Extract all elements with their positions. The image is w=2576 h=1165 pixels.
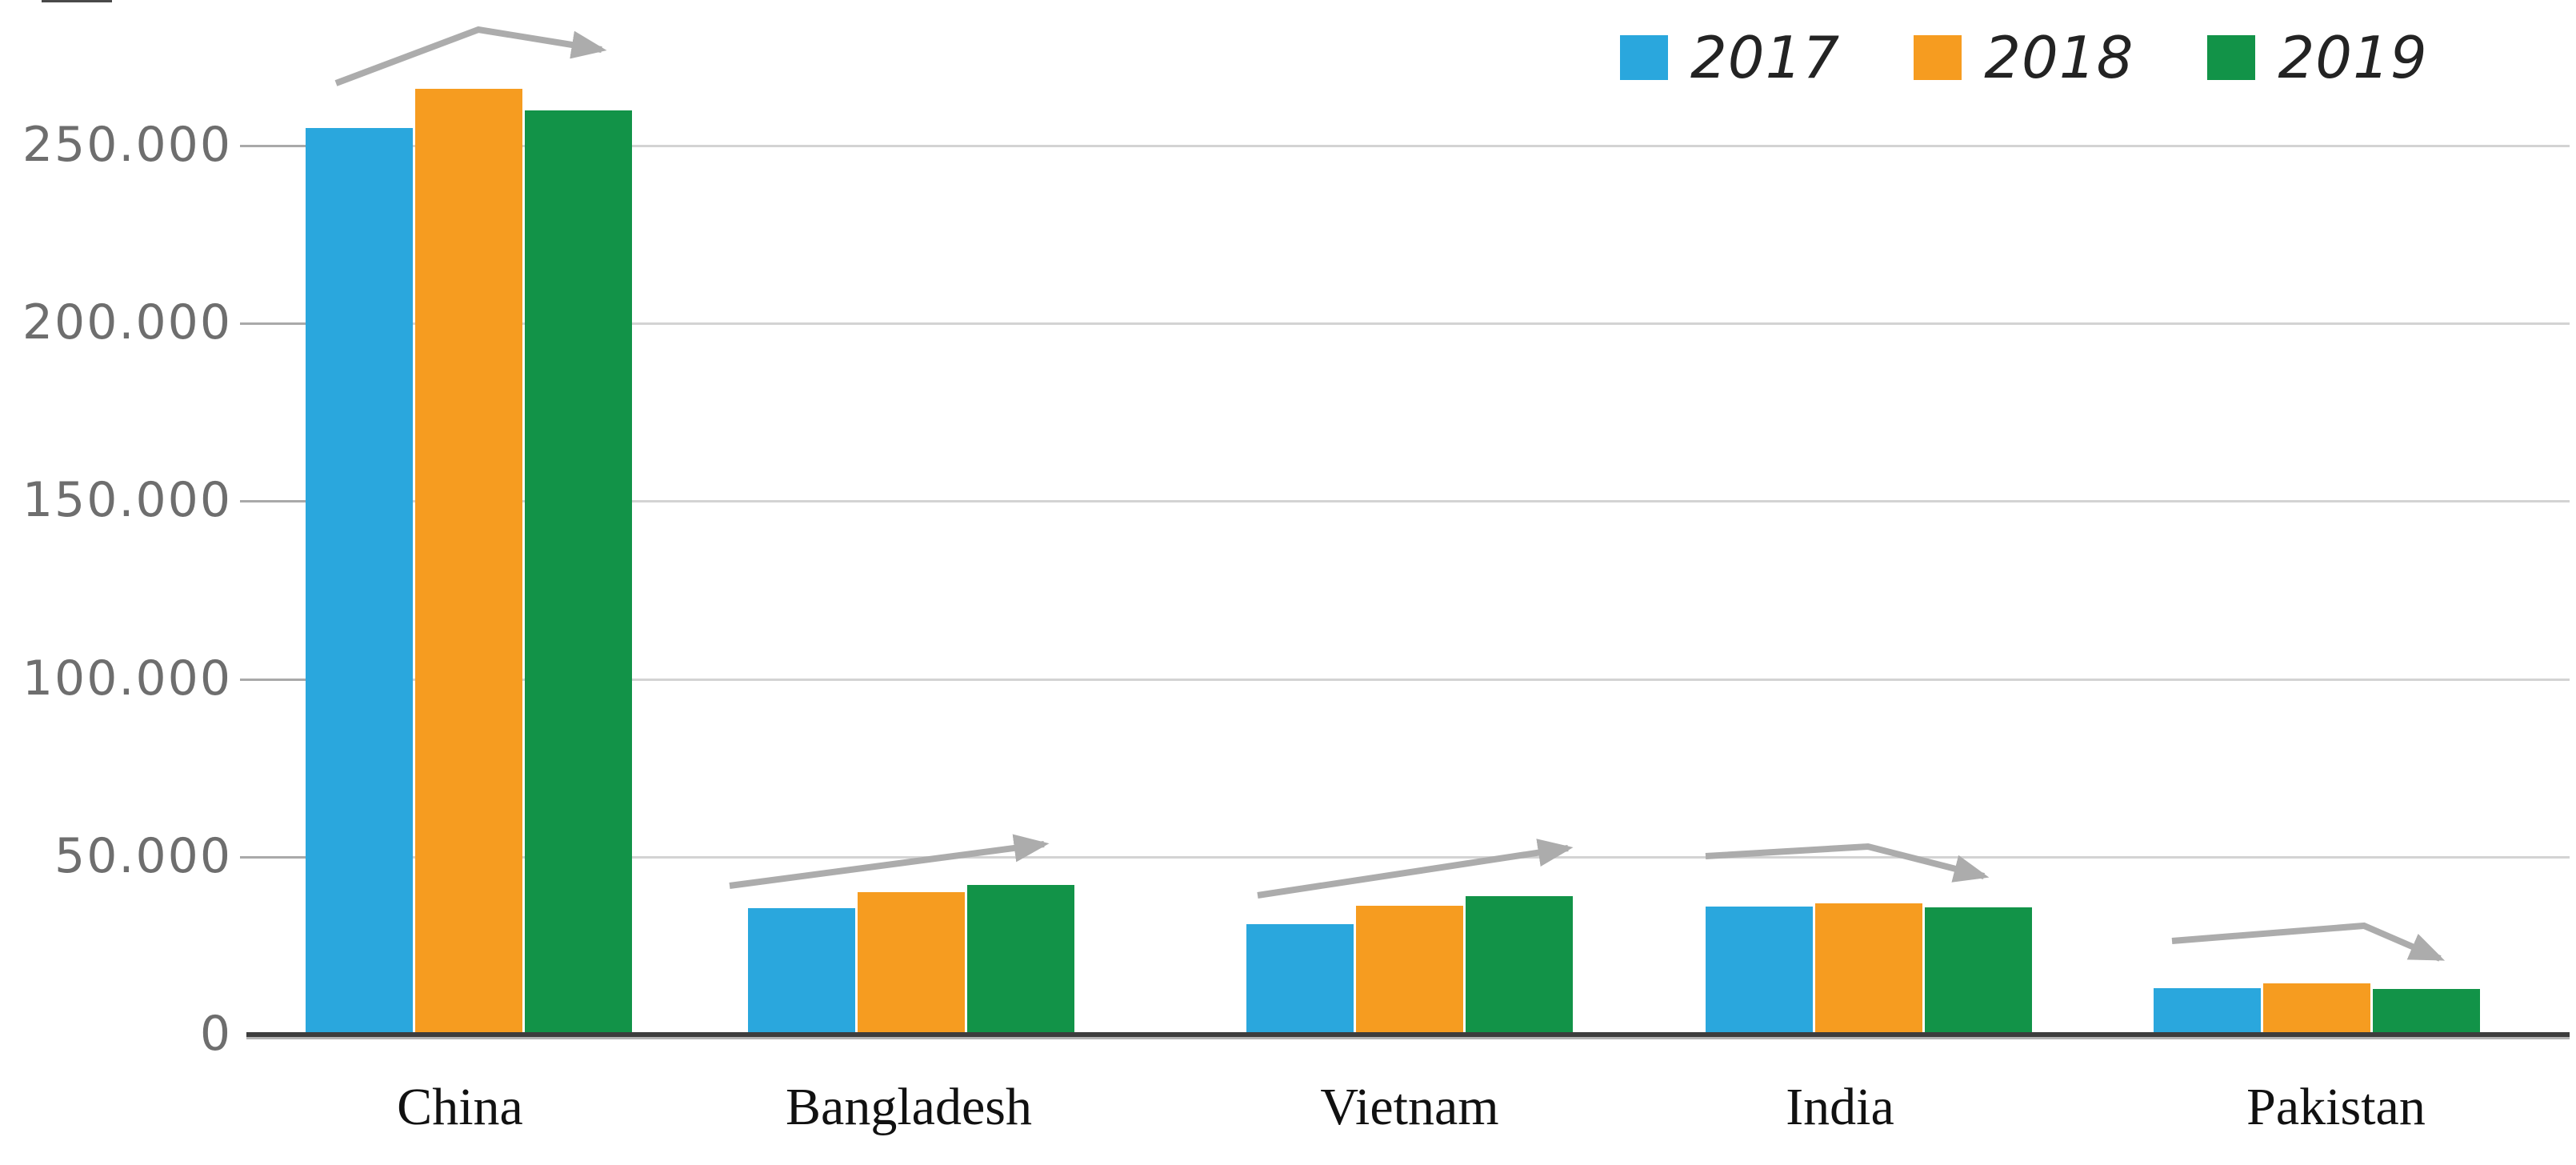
x-label-vietnam: Vietnam [1320,1078,1499,1136]
gridline-150.000 [246,500,2570,503]
legend-swatch-2018 [1914,35,1962,80]
x-label-india: India [1786,1078,1894,1136]
top-edge-artifact-line [42,0,112,2]
y-tick-label-0: 0 [199,1006,232,1062]
trend-arrow-bangladesh [729,834,1050,889]
gridline-200.000 [246,322,2570,326]
bar-india-2019 [1925,907,2032,1035]
gridline-100.000 [246,678,2570,681]
bar-china-2019 [525,110,632,1035]
legend-swatch-2019 [2207,35,2256,80]
legend-label-2019: 2019 [2278,24,2428,91]
trend-arrow-india [1705,843,1990,883]
y-tick-label-50.000: 50.000 [54,827,232,884]
bar-vietnam-2019 [1466,896,1573,1035]
bar-china-2017 [306,128,413,1035]
gridline-250.000 [246,145,2570,147]
legend: 2017 2018 2019 [1620,24,2428,91]
bar-bangladesh-2018 [858,892,965,1035]
tick-leader-50.000 [240,855,306,859]
x-label-pakistan: Pakistan [2246,1078,2426,1136]
bar-pakistan-2018 [2263,983,2370,1035]
x-axis-shadow [246,1037,2570,1039]
legend-item-2017: 2017 [1620,24,1841,91]
legend-label-2018: 2018 [1984,24,2134,91]
bar-bangladesh-2017 [748,908,855,1035]
legend-item-2018: 2018 [1914,24,2134,91]
y-tick-label-250.000: 250.000 [22,117,232,173]
bar-india-2017 [1706,907,1813,1035]
y-tick-label-150.000: 150.000 [22,472,232,529]
y-tick-label-100.000: 100.000 [22,650,232,707]
legend-label-2017: 2017 [1690,24,1841,91]
bar-china-2018 [415,89,522,1035]
bar-bangladesh-2019 [967,885,1074,1035]
x-label-bangladesh: Bangladesh [786,1078,1032,1136]
bar-vietnam-2017 [1246,924,1354,1035]
x-axis-line [246,1032,2570,1037]
legend-item-2019: 2019 [2207,24,2428,91]
tick-leader-100.000 [240,678,306,681]
tick-leader-250.000 [240,145,306,147]
y-tick-label-200.000: 200.000 [22,294,232,351]
x-label-china: China [397,1078,523,1136]
trend-arrow-china [334,26,607,86]
bar-india-2018 [1815,903,1922,1035]
bar-pakistan-2019 [2373,989,2480,1035]
trend-arrow-pakistan [2171,922,2446,962]
tick-leader-150.000 [240,500,306,503]
bar-vietnam-2018 [1356,906,1463,1035]
legend-swatch-2017 [1620,35,1668,80]
tick-leader-200.000 [240,322,306,326]
bar-pakistan-2017 [2154,988,2261,1035]
